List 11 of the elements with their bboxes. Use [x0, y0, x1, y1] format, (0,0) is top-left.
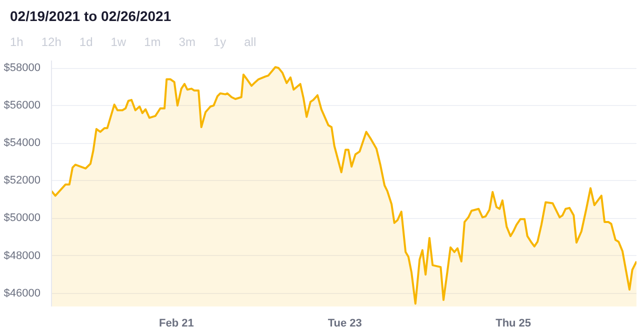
x-tick-label: Thu 25 [496, 318, 532, 330]
y-tick-label: $50000 [4, 212, 41, 224]
y-tick-label: $54000 [4, 137, 41, 150]
x-tick-label: Tue 23 [328, 318, 362, 330]
y-tick-label: $48000 [4, 250, 41, 262]
y-tick-label: $52000 [4, 174, 41, 187]
chart-title: 02/19/2021 to 02/26/2021 [10, 7, 172, 26]
y-tick-label: $46000 [4, 287, 41, 300]
y-tick-label: $58000 [4, 62, 41, 74]
y-tick-label: $56000 [4, 100, 41, 112]
x-tick-label: Feb 21 [159, 318, 194, 330]
